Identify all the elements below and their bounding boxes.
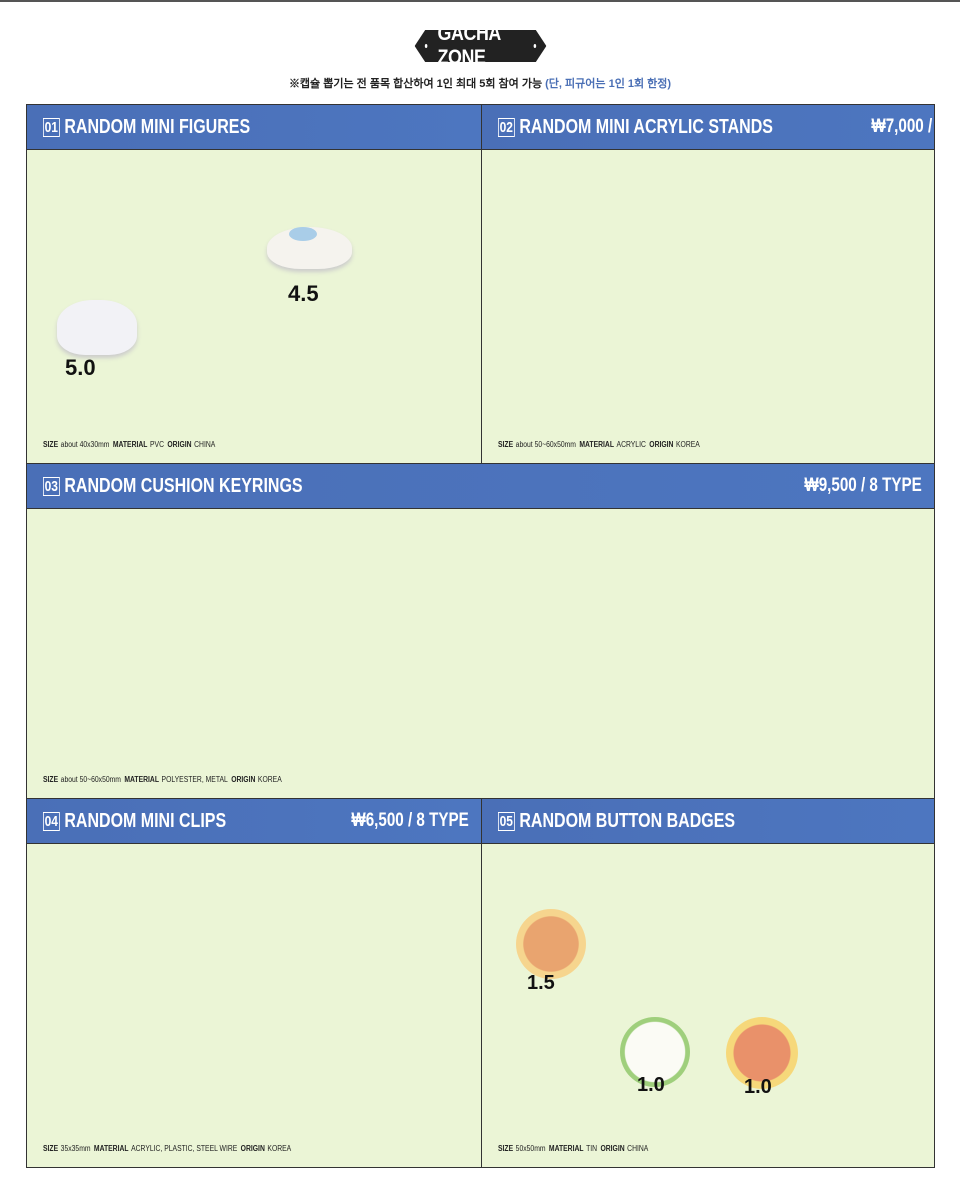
spec-text: SIZE: [498, 1144, 514, 1153]
spec-line: SIZE 35x35mm MATERIAL ACRYLIC, PLASTIC, STE…: [43, 1144, 295, 1153]
section-number: 02: [498, 117, 515, 137]
spec-text: SIZE: [43, 440, 59, 449]
spec-text: ACRYLIC: [616, 440, 646, 449]
spec-line: SIZE about 40x30mm MATERIAL PVC ORIGIN CHINA: [43, 440, 219, 449]
section-number: 04: [43, 811, 60, 831]
section-title: RANDOM BUTTON BADGES: [519, 809, 736, 832]
spec-text: ORIGIN: [649, 440, 674, 449]
spec-text: KOREA: [257, 775, 282, 784]
spec-text: MATERIAL: [112, 440, 148, 449]
spec-text: KOREA: [676, 440, 700, 449]
white-character-badge-image: [620, 1017, 690, 1087]
spec-line: SIZE about 50~60x50mm MATERIAL POLYESTER, M…: [43, 775, 285, 784]
spec-text: MATERIAL: [93, 1144, 129, 1153]
spec-text: SIZE: [43, 1144, 59, 1153]
bear-badge-image: [516, 909, 586, 979]
section-number: 05: [498, 811, 515, 831]
section-price: ₩7,000 / 8 TYPE: [871, 116, 960, 137]
spec-text: SIZE: [498, 440, 514, 449]
section-number: 03: [43, 476, 60, 496]
spec-text: ORIGIN: [167, 440, 192, 449]
spec-line: SIZE about 50~60x50mm MATERIAL ACRYLIC ORIGI…: [498, 440, 703, 449]
spec-text: ACRYLIC, PLASTIC, STEEL WIRE: [131, 1144, 238, 1153]
section-title: RANDOM MINI FIGURES: [64, 115, 251, 138]
spec-text: MATERIAL: [124, 775, 159, 784]
badge-value: 1.5: [527, 972, 555, 994]
page-title: GACHA ZONE: [437, 22, 501, 69]
section-price: ₩6,500 / 8 TYPE: [351, 810, 469, 831]
spec-text: ORIGIN: [600, 1144, 625, 1153]
section-price: ₩9,500 / 8 TYPE: [804, 475, 922, 496]
section-mini-clips: 04 RANDOM MINI CLIPS ₩6,500 / 8 TYPE SIZE 3…: [26, 798, 482, 1168]
spec-text: about 40x30mm: [60, 440, 110, 449]
spec-text: about 50~60x50mm: [515, 440, 576, 449]
spec-text: CHINA: [627, 1144, 649, 1153]
section-header: 01 RANDOM MINI FIGURES: [27, 105, 481, 150]
section-header: 05 RANDOM BUTTON BADGES: [482, 799, 934, 844]
top-divider: [0, 0, 960, 2]
section-title: RANDOM CUSHION KEYRINGS: [64, 474, 303, 497]
section-header: 04 RANDOM MINI CLIPS ₩6,500 / 8 TYPE: [27, 799, 481, 844]
spec-text: SIZE: [43, 775, 59, 784]
spec-text: TIN: [586, 1144, 598, 1153]
spec-line: SIZE 50x50mm MATERIAL TIN ORIGIN CHINA: [498, 1144, 652, 1153]
spec-text: 35x35mm: [60, 1144, 91, 1153]
notice: ※캡슐 뽑기는 전 품목 합산하여 1인 최대 5회 참여 가능 (단, 피규어…: [0, 75, 960, 91]
spec-text: POLYESTER, METAL: [161, 775, 228, 784]
section-acrylic-stands: 02 RANDOM MINI ACRYLIC STANDS ₩7,000 / 8 T…: [481, 104, 960, 464]
cat-figure-image: [57, 300, 137, 355]
figure-hat: [289, 227, 317, 241]
section-button-badges: 05 RANDOM BUTTON BADGES 1.5 1.0 1.0 SIZE 5…: [481, 798, 935, 1168]
section-title: RANDOM MINI CLIPS: [64, 809, 227, 832]
badge-value: 1.0: [637, 1074, 665, 1096]
section-mini-figures: 01 RANDOM MINI FIGURES 5.0 4.5 SIZE about …: [26, 104, 482, 464]
notice-text: ※캡슐 뽑기는 전 품목 합산하여 1인 최대 5회 참여 가능: [288, 78, 543, 90]
section-title: RANDOM MINI ACRYLIC STANDS: [519, 115, 773, 138]
section-number: 01: [43, 117, 60, 137]
spec-text: KOREA: [267, 1144, 292, 1153]
spec-text: 50x50mm: [515, 1144, 546, 1153]
spec-text: ORIGIN: [240, 1144, 265, 1153]
gacha-zone-badge: GACHA ZONE: [414, 30, 547, 62]
figure-value: 5.0: [65, 355, 96, 380]
spec-text: PVC: [150, 440, 164, 449]
spec-text: about 50~60x50mm: [60, 775, 121, 784]
section-cushion-keyrings: 03 RANDOM CUSHION KEYRINGS ₩9,500 / 8 TYPE…: [26, 463, 935, 799]
fox-badge-image: [726, 1017, 798, 1089]
spec-text: CHINA: [194, 440, 216, 449]
section-header: 02 RANDOM MINI ACRYLIC STANDS ₩7,000 / 8 T…: [482, 105, 960, 150]
notice-highlight: (단, 피규어는 1인 1회 한정): [545, 78, 672, 90]
section-header: 03 RANDOM CUSHION KEYRINGS ₩9,500 / 8 TYPE: [27, 464, 934, 509]
spec-text: MATERIAL: [579, 440, 614, 449]
spec-text: ORIGIN: [231, 775, 256, 784]
badge-value: 1.0: [744, 1076, 772, 1098]
figure-value: 4.5: [288, 281, 319, 306]
spec-text: MATERIAL: [548, 1144, 584, 1153]
